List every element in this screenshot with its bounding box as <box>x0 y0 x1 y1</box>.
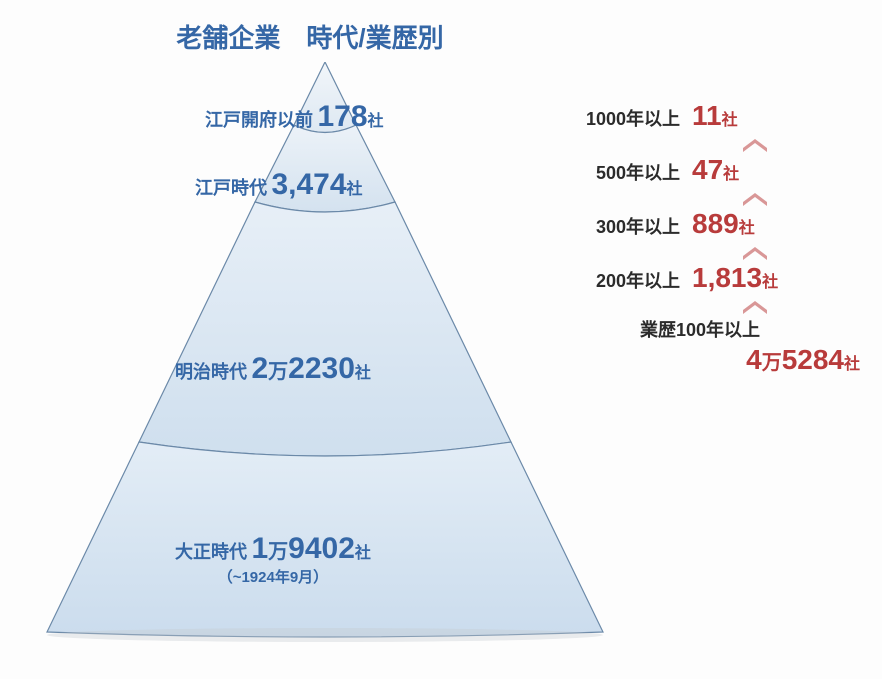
pyramid-chart: 江戸開府以前 178社 江戸時代 3,474社 明治時代 2万2230社 大正時… <box>45 62 605 642</box>
rc-last-label: 業歴100年以上 <box>560 316 760 342</box>
rc-last-value: 4万5284社 <box>560 344 860 376</box>
rc-value: 889 <box>692 208 739 239</box>
tier-era: 大正時代 <box>175 542 247 562</box>
tier-era: 明治時代 <box>175 362 247 382</box>
tier-value: 2 <box>251 352 268 385</box>
tier-era: 江戸時代 <box>195 178 267 198</box>
sha-unit: 社 <box>368 113 384 130</box>
chevron-up-icon <box>560 136 860 152</box>
rc-label: 1000年以上 <box>560 105 680 131</box>
tier-value: 178 <box>317 100 367 133</box>
rc-row: 1000年以上 11社 <box>560 100 860 132</box>
rc-row: 200年以上 1,813社 <box>560 262 860 294</box>
chevron-up-icon <box>560 298 860 314</box>
sha-unit: 社 <box>722 112 738 129</box>
tier-value: 3,474 <box>271 168 346 201</box>
sha-unit: 社 <box>723 166 739 183</box>
tier-3-label: 明治時代 2万2230社 <box>175 352 371 386</box>
man-unit: 万 <box>268 541 288 563</box>
rc-value: 1,813 <box>692 262 762 293</box>
tier-2-label: 江戸時代 3,474社 <box>195 168 363 202</box>
rc-row: 500年以上 47社 <box>560 154 860 186</box>
rc-row: 300年以上 889社 <box>560 208 860 240</box>
tier-value2: 2230 <box>288 352 355 385</box>
tier-1-label: 江戸開府以前 178社 <box>205 100 384 134</box>
tier-value2: 9402 <box>288 532 355 565</box>
sha-unit: 社 <box>355 365 371 382</box>
tier-4-label: 大正時代 1万9402社 （~1924年9月） <box>175 532 371 587</box>
sha-unit: 社 <box>762 274 778 291</box>
right-column: 1000年以上11社500年以上47社300年以上889社200年以上1,813… <box>560 100 860 376</box>
sha-unit: 社 <box>347 181 363 198</box>
rc-label: 200年以上 <box>560 267 680 293</box>
sha-unit: 社 <box>355 545 371 562</box>
sha-unit: 社 <box>739 220 755 237</box>
rc-value: 47 <box>692 154 723 185</box>
tier-era: 江戸開府以前 <box>205 110 313 130</box>
rc-label: 500年以上 <box>560 159 680 185</box>
chevron-up-icon <box>560 244 860 260</box>
chart-title: 老舗企業 時代/業歴別 <box>0 18 620 55</box>
tier-sub: （~1924年9月） <box>218 569 328 586</box>
chevron-up-icon <box>560 190 860 206</box>
rc-label: 300年以上 <box>560 213 680 239</box>
rc-value: 11 <box>692 100 722 131</box>
man-unit: 万 <box>268 361 288 383</box>
tier-value: 1 <box>251 532 268 565</box>
